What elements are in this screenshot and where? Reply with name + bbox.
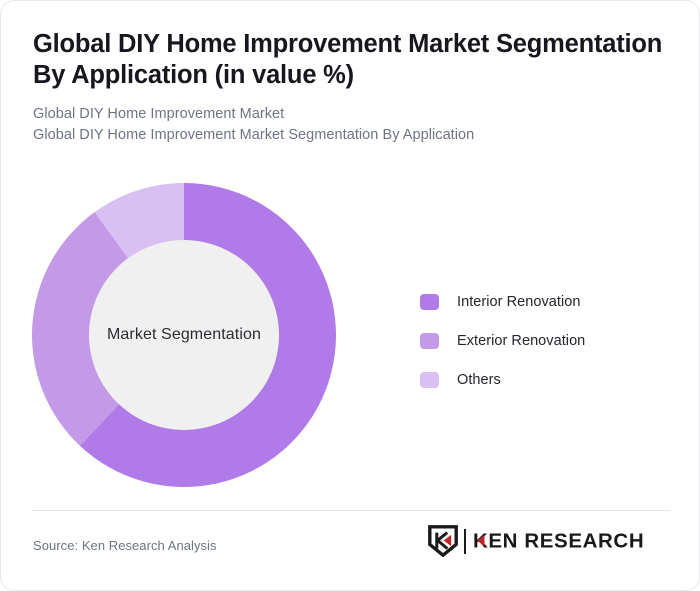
ken-research-shield-icon: [428, 525, 458, 557]
subtitle-segmentation: Global DIY Home Improvement Market Segme…: [33, 127, 475, 143]
ken-research-wordmark: KEN RESEARCH: [473, 530, 644, 553]
donut-hub: [89, 240, 279, 430]
footer-divider: [32, 510, 670, 511]
chart-area: Market Segmentation Interior Renovation E…: [1, 169, 699, 505]
ken-research-logo: KEN RESEARCH: [428, 523, 669, 559]
donut-chart: Market Segmentation: [32, 183, 336, 487]
chart-legend: Interior Renovation Exterior Renovation Ot…: [420, 282, 585, 399]
legend-swatch: [420, 371, 439, 388]
svg-text:KEN RESEARCH: KEN RESEARCH: [473, 530, 644, 553]
legend-item[interactable]: Exterior Renovation: [420, 321, 585, 360]
subtitle-market: Global DIY Home Improvement Market: [33, 106, 285, 122]
legend-item-label: Interior Renovation: [457, 293, 581, 310]
legend-item[interactable]: Others: [420, 360, 585, 399]
legend-item[interactable]: Interior Renovation: [420, 282, 585, 321]
logo-separator: [464, 528, 466, 554]
legend-item-label: Others: [457, 371, 501, 388]
legend-swatch: [420, 293, 439, 310]
subtitle-group: Global DIY Home Improvement Market Globa…: [33, 104, 669, 146]
legend-swatch: [420, 332, 439, 349]
donut-svg: [32, 183, 336, 487]
page-title: Global DIY Home Improvement Market Segme…: [33, 30, 663, 89]
chart-header: Global DIY Home Improvement Market Segme…: [33, 29, 669, 146]
source-note: Source: Ken Research Analysis: [33, 538, 217, 553]
legend-item-label: Exterior Renovation: [457, 332, 586, 349]
